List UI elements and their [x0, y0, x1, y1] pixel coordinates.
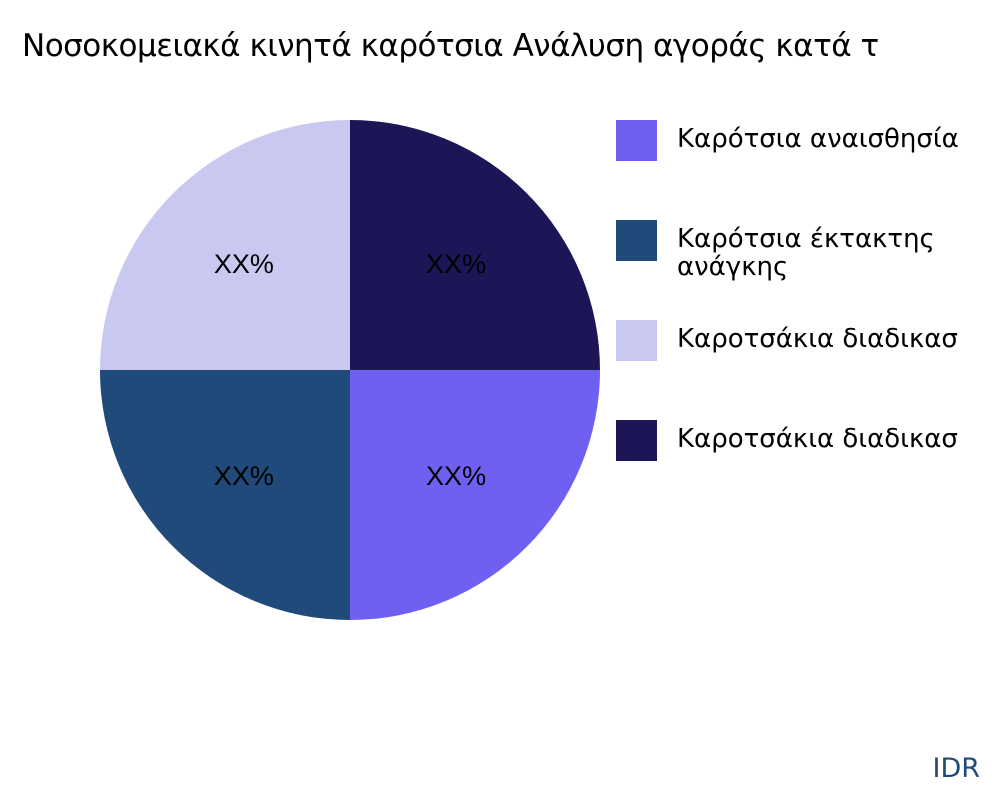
legend-swatch: [616, 120, 657, 161]
legend-swatch: [616, 220, 657, 261]
legend-item[interactable]: Καρότσια έκτακτης ανάγκης: [616, 220, 1000, 281]
legend-label: Καρότσια αναισθησία: [677, 124, 959, 154]
pie-slice: [100, 370, 350, 620]
pie-slice: [350, 120, 600, 370]
brand-logo: IDR: [932, 753, 980, 784]
legend-item[interactable]: Καροτσάκια διαδικασ: [616, 320, 1000, 361]
slice-label: XX%: [214, 249, 274, 279]
legend-label: Καροτσάκια διαδικασ: [677, 424, 958, 454]
legend-swatch: [616, 420, 657, 461]
chart-title: Νοσοκομειακά κινητά καρότσια Ανάλυση αγο…: [22, 28, 879, 64]
legend-item[interactable]: Καρότσια αναισθησία: [616, 120, 1000, 161]
slice-label: XX%: [426, 461, 486, 491]
legend-item[interactable]: Καροτσάκια διαδικασ: [616, 420, 1000, 461]
legend-label: Καροτσάκια διαδικασ: [677, 324, 958, 354]
pie-slice: [100, 120, 350, 370]
legend-label: Καρότσια έκτακτης ανάγκης: [677, 224, 935, 282]
slice-label: XX%: [214, 461, 274, 491]
slice-label: XX%: [426, 249, 486, 279]
legend-swatch: [616, 320, 657, 361]
pie-slice: [350, 370, 600, 620]
